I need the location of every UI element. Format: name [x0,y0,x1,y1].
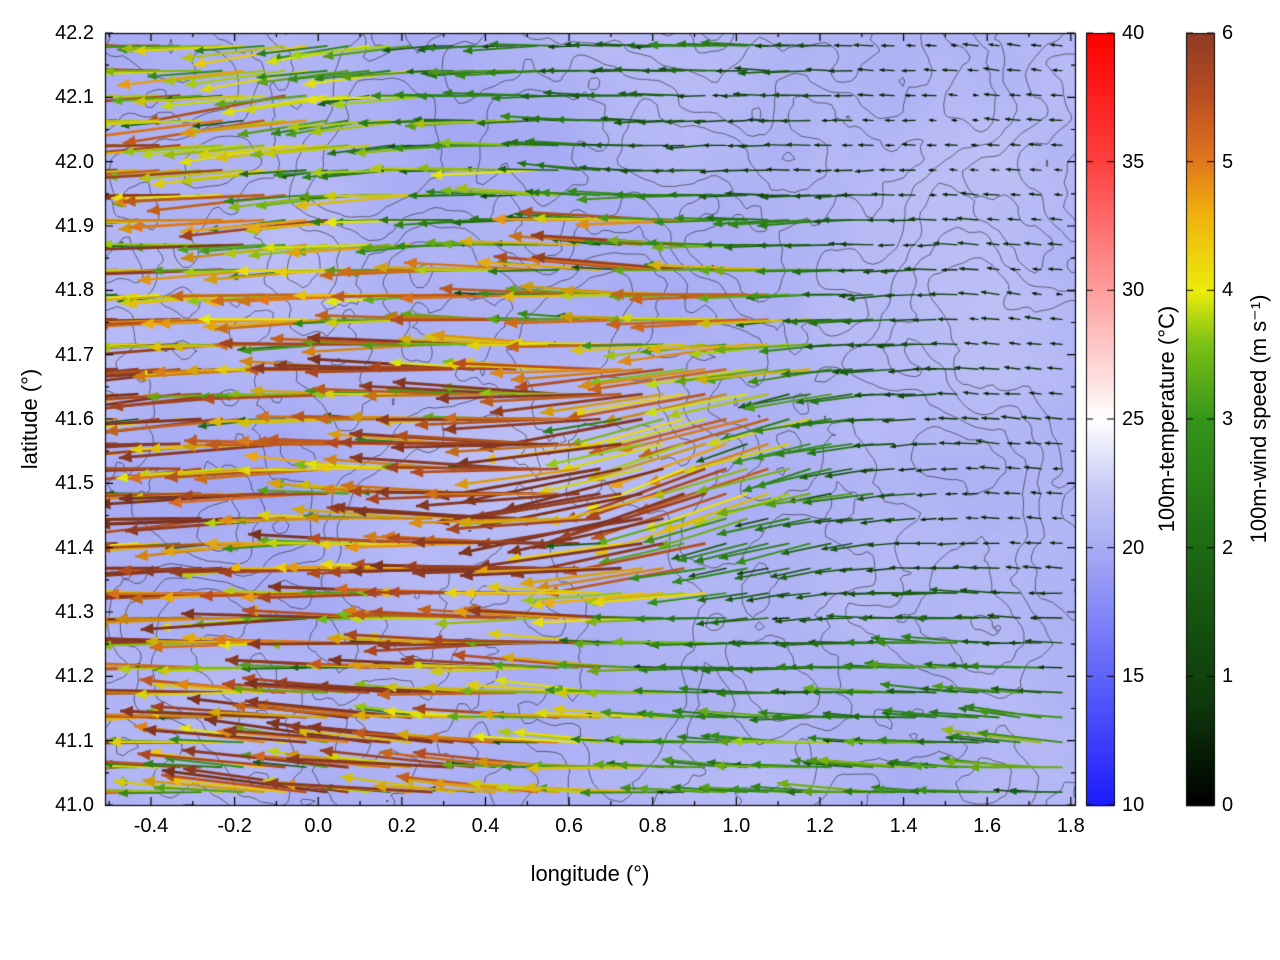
x-tick-label: -0.4 [133,815,169,837]
x-tick-label: -0.2 [217,815,252,837]
x-axis-title: longitude (°) [530,861,650,886]
temperature-colorbar-tick-label: 20 [1122,536,1145,559]
y-tick-label: 42.1 [55,86,94,109]
x-tick-label: 1.2 [806,815,834,837]
y-tick-label: 41.5 [55,472,94,495]
x-tick-label: 0.2 [387,815,416,837]
y-tick-label: 41.9 [55,215,94,237]
x-tick-label: 0.8 [638,815,667,837]
y-tick-label: 41.0 [55,794,94,816]
y-tick-label: 41.8 [55,279,94,302]
y-tick-label: 42.2 [55,22,94,44]
windspeed-colorbar-tick-label: 5 [1222,150,1234,173]
x-tick-label: 1.4 [889,815,918,837]
windspeed-colorbar-tick-label: 6 [1222,22,1234,44]
y-tick-label: 41.7 [55,343,94,366]
windspeed-colorbar-title: 100m-wind speed (m s⁻¹) [1246,294,1271,544]
temperature-colorbar-tick-label: 40 [1122,22,1145,44]
x-tick-label: 0.4 [471,815,500,837]
temperature-colorbar-title: 100m-temperature (°C) [1154,305,1179,533]
temperature-colorbar-tick-label: 10 [1122,794,1145,816]
x-tick-label: 1.0 [722,815,751,837]
windspeed-colorbar-tick-label: 3 [1222,408,1234,430]
y-tick-label: 41.4 [55,536,94,559]
windspeed-colorbar-tick-label: 4 [1222,279,1234,302]
windspeed-colorbar-tick-label: 0 [1222,794,1234,816]
windspeed-colorbar-tick-label: 1 [1222,665,1234,688]
x-tick-label: 1.6 [973,815,1002,837]
x-tick-label: 1.8 [1056,815,1085,837]
y-tick-label: 41.6 [55,408,94,430]
x-tick-label: 0.0 [304,815,333,837]
y-axis-title: latitude (°) [17,368,42,470]
x-tick-label: 0.6 [555,815,583,837]
temperature-colorbar-tick-label: 15 [1122,665,1145,688]
y-tick-label: 41.1 [55,729,94,752]
y-tick-label: 41.3 [55,601,94,623]
windspeed-colorbar-tick-label: 2 [1222,536,1234,559]
y-tick-label: 42.0 [55,150,94,173]
temperature-colorbar-tick-label: 30 [1122,279,1145,302]
temperature-colorbar-tick-label: 25 [1122,408,1145,430]
temperature-colorbar-tick-label: 35 [1122,150,1145,173]
y-tick-label: 41.2 [55,665,94,688]
